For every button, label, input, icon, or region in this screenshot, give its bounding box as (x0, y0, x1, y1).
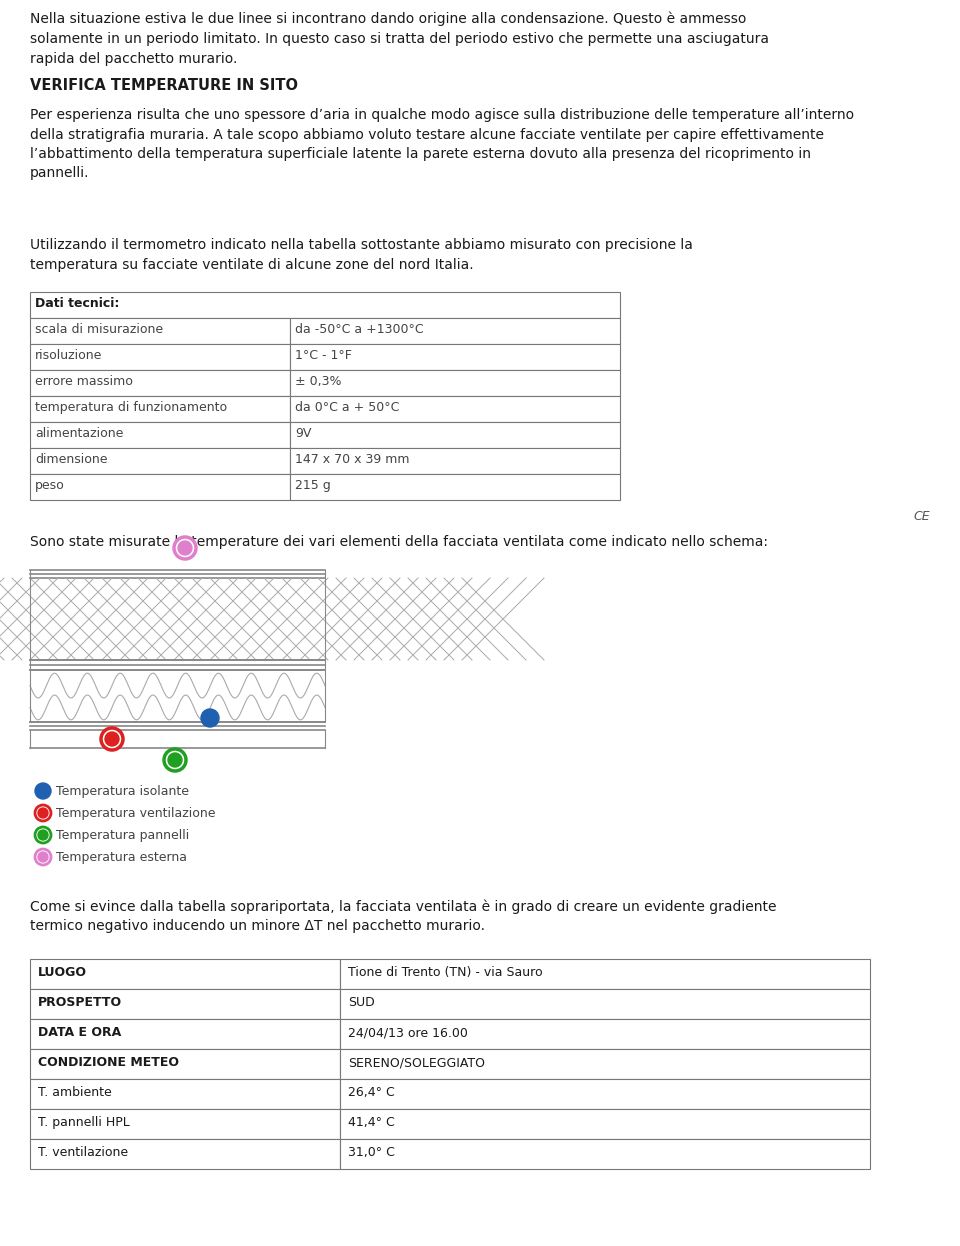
Text: Dati tecnici:: Dati tecnici: (35, 297, 119, 310)
Text: alimentazione: alimentazione (35, 427, 124, 440)
Circle shape (35, 827, 51, 844)
Text: DATA E ORA: DATA E ORA (38, 1025, 121, 1039)
Text: 41,4° C: 41,4° C (348, 1116, 395, 1129)
Bar (30, 959, 340, 989)
Text: Temperatura pannelli: Temperatura pannelli (56, 829, 189, 842)
Circle shape (164, 749, 186, 771)
Bar (30, 989, 340, 1019)
Text: 147 x 70 x 39 mm: 147 x 70 x 39 mm (295, 454, 410, 466)
Circle shape (201, 709, 219, 726)
Text: Temperatura esterna: Temperatura esterna (56, 851, 187, 863)
Text: errore massimo: errore massimo (35, 375, 132, 388)
Bar (340, 1079, 870, 1109)
Circle shape (38, 852, 48, 862)
Bar (30, 1019, 340, 1049)
Circle shape (168, 753, 182, 768)
Bar (30, 473, 290, 500)
Circle shape (178, 541, 192, 554)
Circle shape (35, 805, 51, 821)
Text: Tione di Trento (TN) - via Sauro: Tione di Trento (TN) - via Sauro (348, 966, 542, 979)
Text: da -50°C a +1300°C: da -50°C a +1300°C (295, 323, 423, 336)
Text: T. pannelli HPL: T. pannelli HPL (38, 1116, 130, 1129)
Bar (30, 292, 620, 318)
Text: SUD: SUD (348, 996, 374, 1009)
Bar (30, 344, 290, 370)
Text: T. ventilazione: T. ventilazione (38, 1146, 128, 1159)
Text: 215 g: 215 g (295, 478, 331, 492)
Text: 26,4° C: 26,4° C (348, 1087, 395, 1099)
Bar (290, 318, 620, 344)
Bar (30, 370, 290, 396)
Bar (30, 1079, 340, 1109)
Bar (30, 1049, 340, 1079)
Text: Temperatura ventilazione: Temperatura ventilazione (56, 807, 215, 820)
Circle shape (101, 728, 123, 750)
Circle shape (38, 830, 48, 840)
Bar (30, 1109, 340, 1139)
Bar (290, 344, 620, 370)
Circle shape (35, 849, 51, 865)
Text: SERENO/SOLEGGIATO: SERENO/SOLEGGIATO (348, 1057, 485, 1069)
Text: scala di misurazione: scala di misurazione (35, 323, 163, 336)
Bar (290, 370, 620, 396)
Text: Come si evince dalla tabella soprariportata, la facciata ventilata è in grado di: Come si evince dalla tabella soprariport… (30, 900, 777, 933)
Bar (30, 422, 290, 449)
Bar (30, 318, 290, 344)
Bar (290, 473, 620, 500)
Circle shape (38, 807, 48, 819)
Text: da 0°C a + 50°C: da 0°C a + 50°C (295, 401, 399, 414)
Text: 24/04/13 ore 16.00: 24/04/13 ore 16.00 (348, 1025, 468, 1039)
Bar (340, 1019, 870, 1049)
Text: Nella situazione estiva le due linee si incontrano dando origine alla condensazi: Nella situazione estiva le due linee si … (30, 12, 769, 66)
Text: peso: peso (35, 478, 64, 492)
Text: Temperatura isolante: Temperatura isolante (56, 785, 189, 797)
Text: risoluzione: risoluzione (35, 349, 103, 363)
Bar (30, 1139, 340, 1169)
Text: 31,0° C: 31,0° C (348, 1146, 395, 1159)
Text: PROSPETTO: PROSPETTO (38, 996, 122, 1009)
Text: VERIFICA TEMPERATURE IN SITO: VERIFICA TEMPERATURE IN SITO (30, 78, 298, 93)
Text: ± 0,3%: ± 0,3% (295, 375, 342, 388)
Bar (340, 989, 870, 1019)
Text: Sono state misurate le temperature dei vari elementi della facciata ventilata co: Sono state misurate le temperature dei v… (30, 535, 768, 549)
Bar (290, 449, 620, 473)
Bar (340, 1139, 870, 1169)
Bar (290, 396, 620, 422)
Text: Utilizzando il termometro indicato nella tabella sottostante abbiamo misurato co: Utilizzando il termometro indicato nella… (30, 238, 693, 272)
Text: CONDIZIONE METEO: CONDIZIONE METEO (38, 1057, 179, 1069)
Text: 9V: 9V (295, 427, 311, 440)
Text: temperatura di funzionamento: temperatura di funzionamento (35, 401, 228, 414)
Bar (290, 422, 620, 449)
Text: Per esperienza risulta che uno spessore d’aria in qualche modo agisce sulla dist: Per esperienza risulta che uno spessore … (30, 108, 854, 181)
Circle shape (174, 537, 196, 559)
Circle shape (105, 731, 119, 746)
Circle shape (35, 782, 51, 799)
Bar (340, 1109, 870, 1139)
Bar (340, 1049, 870, 1079)
Text: CE: CE (913, 510, 930, 523)
Bar (30, 449, 290, 473)
Text: T. ambiente: T. ambiente (38, 1087, 111, 1099)
Text: dimensione: dimensione (35, 454, 108, 466)
Bar (340, 959, 870, 989)
Text: 1°C - 1°F: 1°C - 1°F (295, 349, 352, 363)
Text: LUOGO: LUOGO (38, 966, 87, 979)
Bar (30, 396, 290, 422)
